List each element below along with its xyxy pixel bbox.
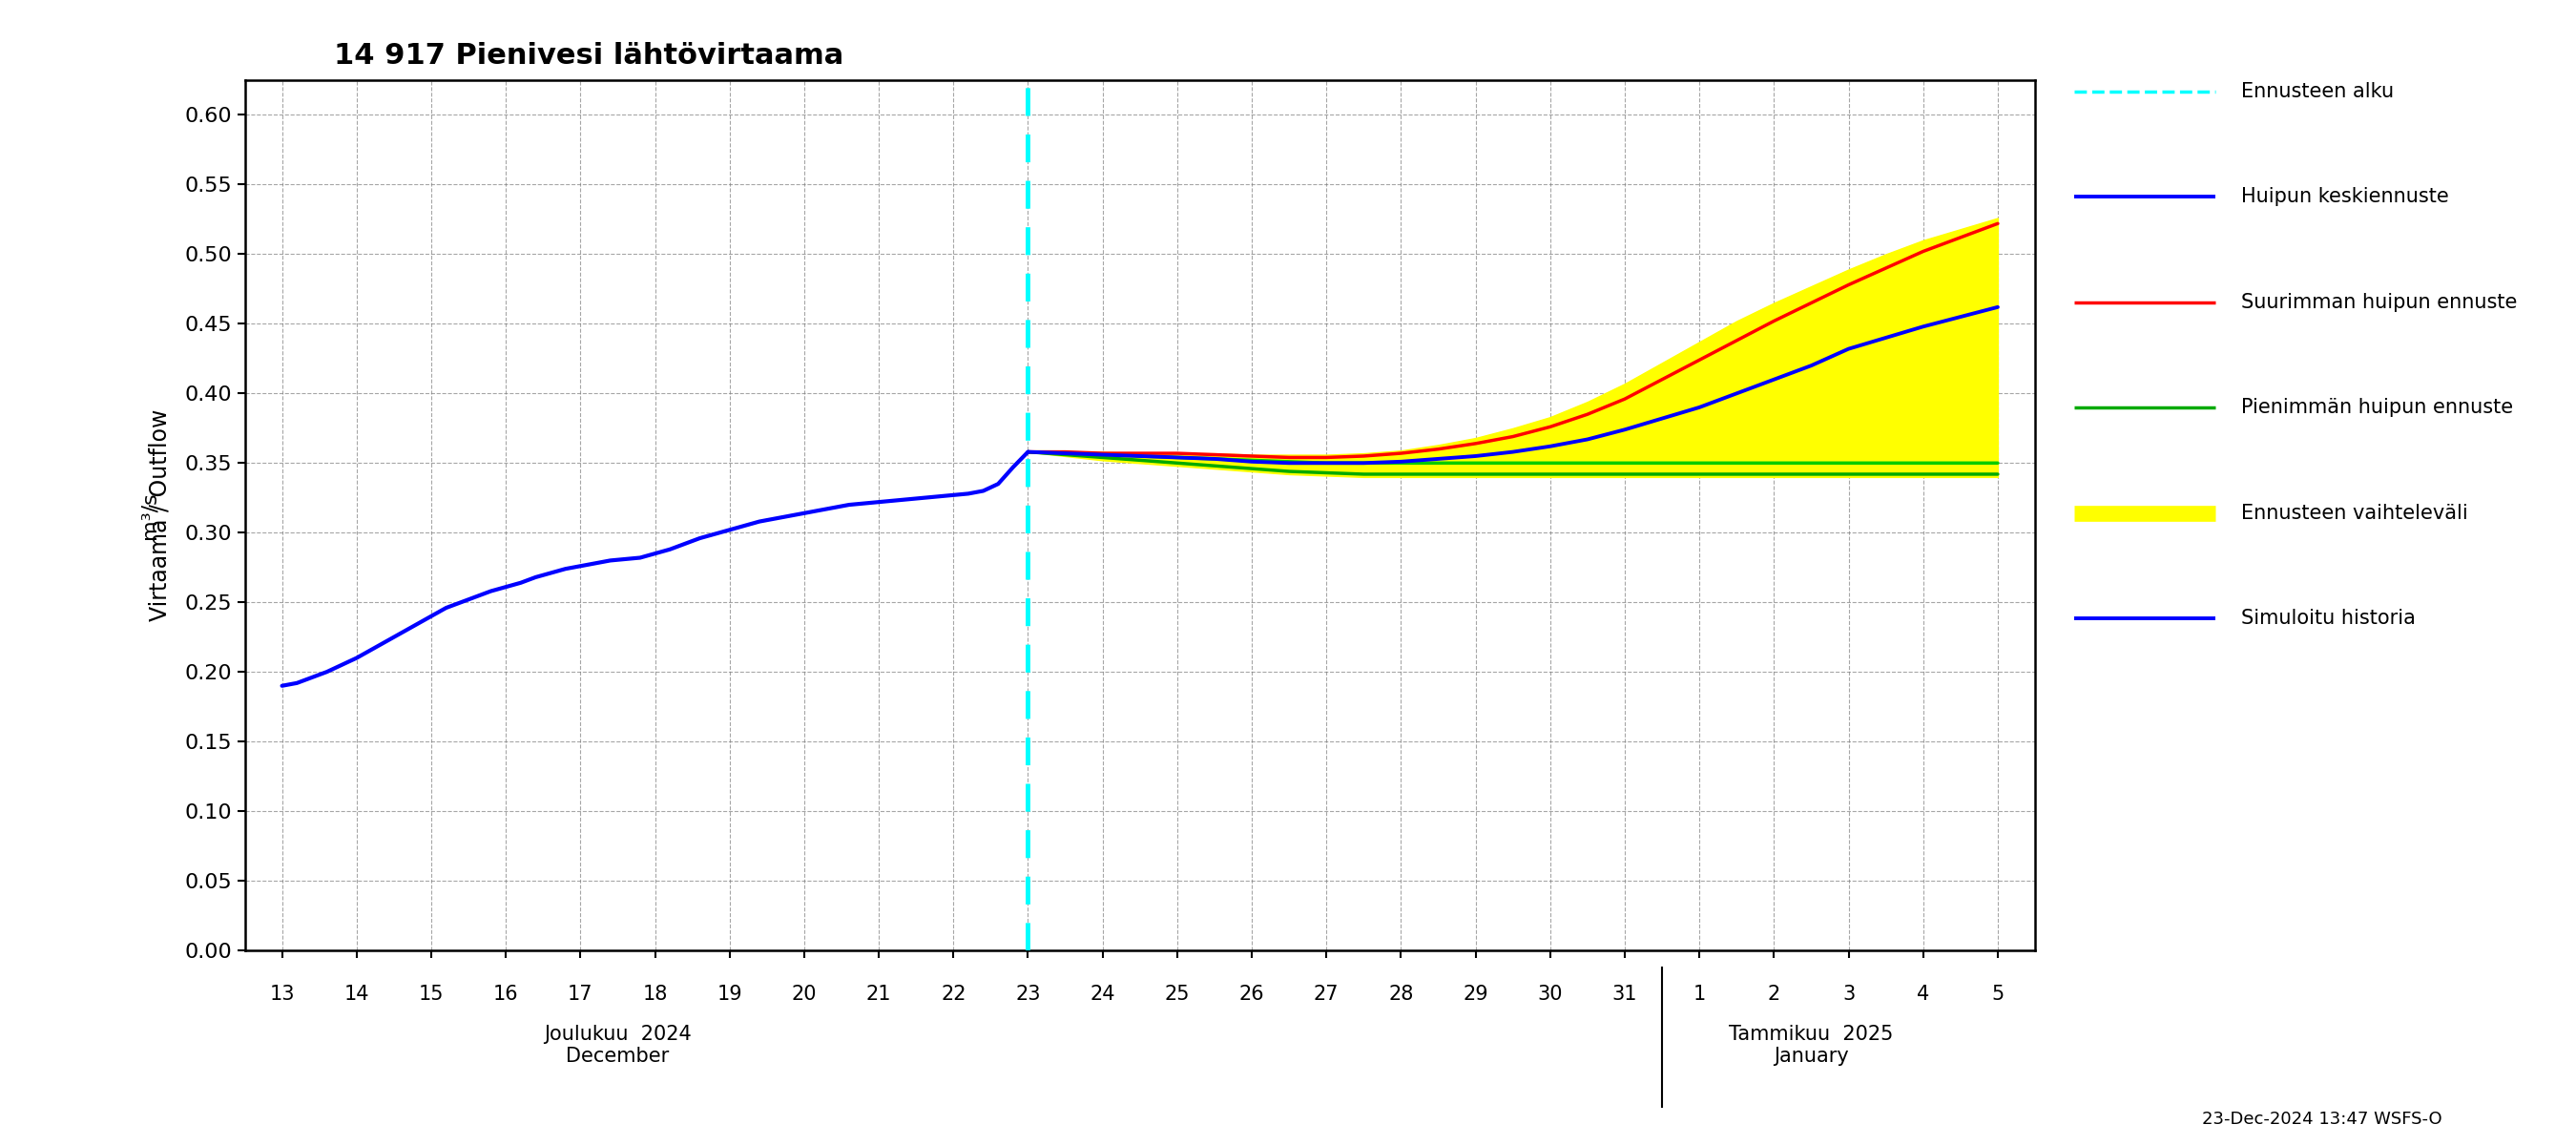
Text: Ennusteen alku: Ennusteen alku [2241, 82, 2393, 101]
Text: 28: 28 [1388, 985, 1414, 1004]
Text: 3: 3 [1842, 985, 1855, 1004]
Text: Pienimmän huipun ennuste: Pienimmän huipun ennuste [2241, 398, 2514, 417]
Text: 1: 1 [1692, 985, 1705, 1004]
Text: 4: 4 [1917, 985, 1929, 1004]
Text: 23: 23 [1015, 985, 1041, 1004]
Text: 5: 5 [1991, 985, 2004, 1004]
Text: 23-Dec-2024 13:47 WSFS-O: 23-Dec-2024 13:47 WSFS-O [2202, 1111, 2442, 1128]
Text: 25: 25 [1164, 985, 1190, 1004]
Text: 17: 17 [567, 985, 592, 1004]
Text: Ennusteen vaihteleväli: Ennusteen vaihteleväli [2241, 504, 2468, 522]
Text: 27: 27 [1314, 985, 1340, 1004]
Text: 22: 22 [940, 985, 966, 1004]
Text: 2: 2 [1767, 985, 1780, 1004]
Text: 29: 29 [1463, 985, 1489, 1004]
Text: m³/s: m³/s [139, 491, 160, 539]
Text: 16: 16 [492, 985, 518, 1004]
Text: Joulukuu  2024
December: Joulukuu 2024 December [544, 1025, 690, 1066]
Text: Tammikuu  2025
January: Tammikuu 2025 January [1728, 1025, 1893, 1066]
Text: 14 917 Pienivesi lähtövirtaama: 14 917 Pienivesi lähtövirtaama [335, 42, 845, 70]
Text: Simuloitu historia: Simuloitu historia [2241, 609, 2416, 627]
Text: 24: 24 [1090, 985, 1115, 1004]
Text: 13: 13 [270, 985, 294, 1004]
Text: 20: 20 [791, 985, 817, 1004]
Text: 18: 18 [641, 985, 667, 1004]
Text: Suurimman huipun ennuste: Suurimman huipun ennuste [2241, 293, 2517, 311]
Text: 21: 21 [866, 985, 891, 1004]
Text: 30: 30 [1538, 985, 1564, 1004]
Text: 31: 31 [1613, 985, 1638, 1004]
Y-axis label: Virtaama / Outflow: Virtaama / Outflow [149, 409, 173, 622]
Text: 15: 15 [417, 985, 443, 1004]
Text: 14: 14 [345, 985, 368, 1004]
Text: 26: 26 [1239, 985, 1265, 1004]
Text: 19: 19 [716, 985, 742, 1004]
Text: Huipun keskiennuste: Huipun keskiennuste [2241, 188, 2450, 206]
